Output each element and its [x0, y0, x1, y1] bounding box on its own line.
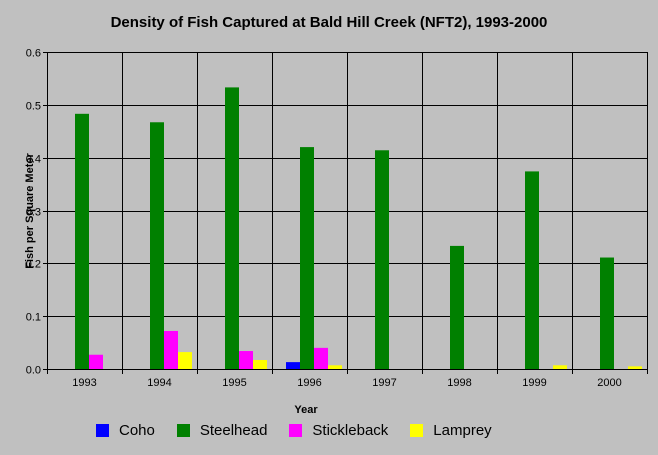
bar-stickleback-1996: [314, 347, 328, 369]
bar-stickleback-1995: [239, 351, 253, 369]
bar-steelhead-1998: [450, 245, 464, 369]
bar-steelhead-2000: [600, 257, 614, 369]
x-tick-label: 1999: [522, 377, 546, 389]
bar-steelhead-1996: [300, 147, 314, 369]
axes: 0.0 0.1 0.2 0.3 0.4 0.5 0.6 1993 1994 1995 1996 199…: [26, 48, 648, 389]
bar-stickleback-1993: [89, 354, 103, 369]
legend-label: Steelhead: [199, 421, 268, 439]
legend-label: Coho: [119, 421, 155, 439]
legend-item-lamprey: Lamprey: [410, 421, 492, 439]
legend-label: Stickleback: [312, 421, 389, 439]
bar-stickleback-1994: [164, 330, 178, 369]
bar-coho-1996: [286, 362, 300, 369]
legend-label: Lamprey: [433, 421, 492, 439]
bar-steelhead-1995: [225, 87, 239, 370]
legend-swatch: [289, 423, 303, 437]
bar-steelhead-1999: [525, 171, 539, 369]
x-tick-label: 1993: [72, 377, 96, 389]
x-tick-label: 1994: [147, 377, 171, 389]
y-tick-label: 0.2: [26, 259, 41, 271]
legend: Coho Steelhead Stickleback Lamprey: [96, 420, 514, 440]
bar-lamprey-1994: [178, 352, 192, 369]
bar-lamprey-1996: [328, 365, 342, 369]
x-axis-title: Year: [294, 404, 318, 416]
chart-title: Density of Fish Captured at Bald Hill Cr…: [110, 14, 548, 31]
legend-item-coho: Coho: [96, 422, 155, 439]
x-tick-label: 1996: [297, 377, 321, 389]
legend-swatch: [96, 423, 109, 437]
bar-steelhead-1997: [375, 150, 389, 369]
legend-item-stickleback: Stickleback: [289, 422, 388, 439]
y-tick-label: 0.6: [26, 48, 41, 60]
y-axis-title: Fish per Square Meter: [24, 153, 36, 269]
y-tick-label: 0.1: [26, 312, 41, 324]
x-tick-label: 1995: [222, 377, 246, 389]
x-tick-label: 1998: [447, 377, 471, 389]
legend-swatch: [176, 423, 190, 437]
bar-lamprey-1995: [253, 360, 267, 369]
bars: [75, 87, 642, 370]
y-tick-label: 0.4: [26, 154, 41, 166]
bar-lamprey-1999: [553, 365, 567, 369]
bar-steelhead-1993: [75, 113, 89, 369]
y-tick-label: 0.0: [26, 365, 41, 377]
legend-item-steelhead: Steelhead: [176, 421, 268, 439]
y-tick-label: 0.5: [26, 101, 41, 113]
bar-steelhead-1994: [150, 122, 164, 369]
x-tick-label: 1997: [372, 377, 396, 389]
bar-lamprey-2000: [628, 366, 642, 369]
legend-swatch: [410, 423, 424, 437]
x-tick-label: 2000: [597, 377, 621, 389]
y-tick-label: 0.3: [26, 207, 41, 219]
